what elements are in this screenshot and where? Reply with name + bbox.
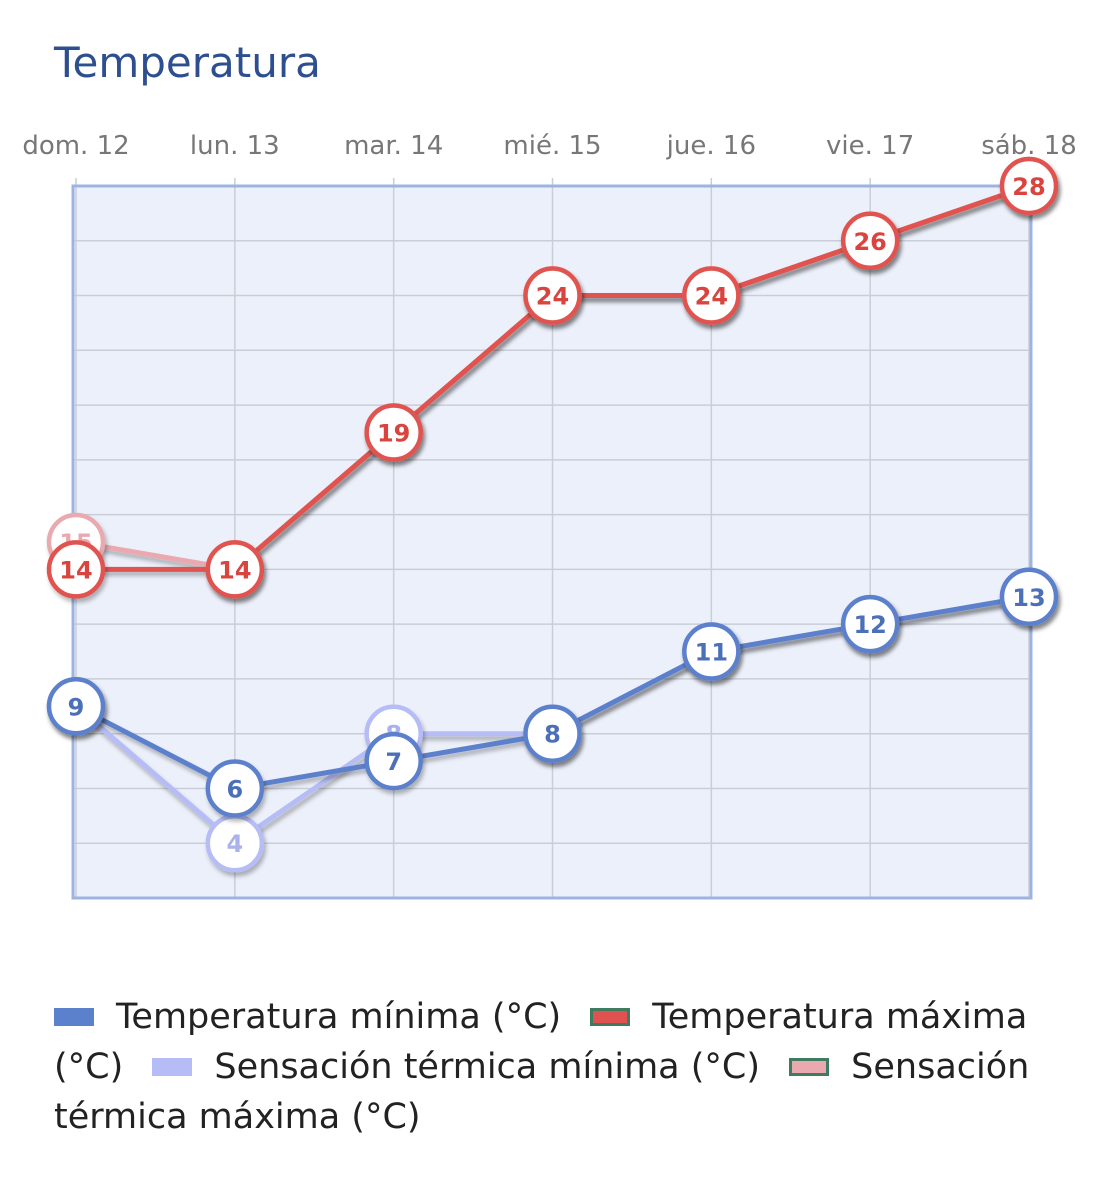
data-point (999, 567, 1059, 627)
chart-svg: dom. 12 lun. 13 mar. 14 mié. 15 jue. 16 vie. … (22, 131, 1077, 900)
data-point (364, 403, 423, 462)
chart-legend: Temperatura mínima (°C) Temperatura máxi… (54, 992, 1094, 1142)
data-label: 12 (853, 611, 886, 639)
x-tick-label: mié. 15 (503, 131, 601, 161)
data-label: 6 (226, 775, 243, 803)
legend-swatch (54, 1008, 94, 1026)
chart-title: Temperatura (54, 38, 321, 87)
x-tick-label: sáb. 18 (981, 131, 1077, 161)
legend-label: Sensación térmica mínima (°C) (214, 1047, 761, 1087)
data-label: 13 (1012, 584, 1045, 612)
data-point (364, 731, 423, 791)
data-label: 8 (544, 721, 561, 749)
x-tick-label: lun. 13 (190, 131, 280, 161)
data-point (682, 266, 741, 325)
legend-swatch (789, 1058, 830, 1076)
data-label: 24 (695, 283, 728, 311)
legend-item[interactable]: Sensación térmica mínima (°C) (152, 1047, 760, 1087)
data-label: 4 (226, 830, 243, 858)
data-label: 24 (536, 283, 569, 311)
legend-label: Temperatura mínima (°C) (116, 997, 562, 1037)
x-tick-label: dom. 12 (22, 131, 129, 161)
data-point (46, 540, 106, 599)
data-point (682, 622, 741, 681)
data-label: 7 (385, 748, 402, 776)
x-tick-label: mar. 14 (344, 131, 443, 161)
data-label: 14 (59, 556, 92, 584)
data-point (840, 211, 900, 271)
legend-swatch (152, 1058, 193, 1076)
legend-item[interactable]: Sensación térmica máxima (°C) (54, 1047, 1029, 1137)
x-tick-label: jue. 16 (666, 131, 756, 161)
data-point (523, 704, 582, 763)
data-point (523, 266, 582, 325)
data-point (840, 594, 900, 654)
legend-swatch (590, 1008, 631, 1026)
data-point (205, 759, 265, 818)
data-point (205, 540, 265, 599)
data-label: 19 (377, 419, 410, 447)
data-label: 9 (68, 693, 85, 721)
legend-label: Temperatura máxima (°C) (54, 997, 1028, 1087)
legend-label: Sensación térmica máxima (°C) (54, 1047, 1030, 1137)
legend-item[interactable]: Temperatura máxima (°C) (54, 997, 1027, 1087)
data-point (46, 677, 106, 736)
data-label: 14 (218, 556, 251, 584)
legend-item[interactable]: Temperatura mínima (°C) (54, 997, 561, 1037)
data-label: 28 (1012, 173, 1045, 201)
x-tick-label: vie. 17 (826, 131, 914, 161)
data-label: 11 (695, 639, 728, 667)
data-point (999, 156, 1059, 216)
data-label: 26 (853, 228, 886, 256)
